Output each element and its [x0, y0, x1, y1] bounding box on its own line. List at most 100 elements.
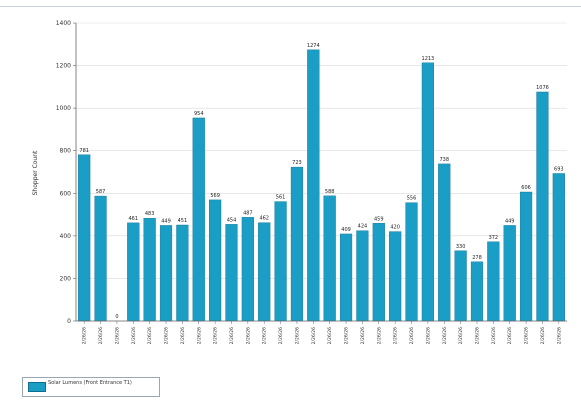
x-tick-label-10: 2/26/26: [245, 327, 251, 344]
bar-value-label-5: 449: [161, 218, 171, 224]
x-tick-label-1: 2/26/26: [98, 327, 104, 344]
bar-value-label-1: 587: [96, 189, 106, 195]
x-tick-label-2: 2/26/26: [114, 327, 120, 344]
bars: [78, 49, 565, 322]
bar-value-label-25: 372: [489, 235, 499, 241]
bar-value-label-0: 781: [79, 148, 89, 154]
bar-3: [127, 222, 140, 322]
bar-20: [405, 202, 418, 322]
bar-value-label-24: 278: [472, 255, 482, 261]
y-axis-title: Shopper Count: [32, 150, 39, 195]
bar-value-label-4: 483: [145, 211, 155, 217]
bar-24: [470, 261, 484, 322]
bar-12: [274, 201, 287, 322]
bar-value-label-16: 409: [341, 227, 351, 233]
bar-29: [552, 173, 565, 322]
x-tick-label-28: 2/26/26: [540, 327, 546, 344]
x-tick-label-24: 2/26/26: [474, 327, 480, 344]
grid-layer: [76, 22, 567, 322]
bar-4: [143, 217, 156, 322]
x-tick-label-6: 2/26/26: [180, 327, 186, 344]
bar-value-labels: 781 587 0 461 483 449 451 954 569 454 487 462 561 723…: [79, 43, 563, 320]
bar-value-label-18: 459: [374, 216, 384, 222]
bar-9: [225, 224, 238, 322]
bar-value-label-9: 454: [227, 217, 237, 223]
y-tick-label-2: 400: [60, 233, 72, 240]
x-tick-label-19: 2/26/26: [393, 327, 399, 344]
bar-26: [503, 225, 516, 322]
bar-8: [209, 199, 222, 322]
bar-15: [323, 195, 336, 322]
bar-value-label-22: 738: [439, 157, 449, 163]
bar-10: [241, 217, 254, 322]
y-tick-label-7: 1400: [56, 20, 71, 27]
bar-value-label-27: 606: [521, 185, 531, 191]
x-tick-label-4: 2/26/26: [147, 327, 153, 344]
bar-value-label-7: 954: [194, 111, 204, 117]
bar-7: [192, 117, 205, 322]
bar-28: [536, 91, 549, 322]
bar-25: [487, 241, 500, 322]
bar-value-label-29: 693: [554, 166, 564, 172]
x-tick-label-27: 2/26/26: [524, 327, 530, 344]
x-tick-label-0: 2/26/26: [82, 327, 88, 344]
y-tick-label-0: 0: [67, 318, 71, 325]
x-tick-label-11: 2/26/26: [262, 327, 268, 344]
y-tick-label-1: 200: [60, 275, 72, 282]
bar-16: [339, 233, 353, 322]
x-tick-label-3: 2/26/26: [131, 327, 137, 344]
chart-frame: 0 200 400 600 800 1000 1200 1400 781 587 0 461 483 4…: [0, 6, 581, 401]
bar-6: [176, 224, 189, 322]
x-tick-label-13: 2/26/26: [294, 327, 300, 344]
x-tick-label-20: 2/26/26: [409, 327, 415, 344]
bar-11: [258, 222, 271, 322]
bar-23: [454, 250, 467, 322]
y-axis-ticks: 0 200 400 600 800 1000 1200 1400: [56, 20, 76, 325]
bar-value-label-14: 1274: [307, 43, 320, 49]
bar-19: [389, 231, 402, 322]
x-tick-label-5: 2/26/26: [164, 327, 170, 344]
bar-1: [94, 195, 107, 322]
bar-21: [421, 62, 434, 322]
bar-value-label-3: 461: [129, 216, 139, 222]
x-tick-label-15: 2/26/26: [327, 327, 333, 344]
chart-legend: Solar Lumens (Front Entrance T1): [22, 377, 160, 397]
y-tick-label-6: 1200: [56, 63, 71, 70]
bar-5: [159, 225, 173, 322]
x-tick-label-21: 2/26/26: [425, 327, 431, 344]
bar-17: [356, 230, 369, 322]
x-tick-label-23: 2/26/26: [458, 327, 464, 344]
bar-value-label-21: 1213: [422, 56, 435, 62]
bar-value-label-20: 556: [407, 196, 417, 202]
bar-value-label-26: 449: [505, 218, 515, 224]
y-tick-label-3: 600: [60, 190, 72, 197]
legend-swatch: [28, 382, 46, 392]
bar-value-label-10: 487: [243, 210, 253, 216]
x-tick-label-16: 2/26/26: [344, 327, 350, 344]
x-tick-label-26: 2/26/26: [507, 327, 513, 344]
bar-value-label-8: 569: [210, 193, 220, 199]
x-tick-label-14: 2/26/26: [311, 327, 317, 344]
x-tick-label-25: 2/26/26: [491, 327, 497, 344]
x-tick-label-18: 2/26/26: [376, 327, 382, 344]
bar-value-label-19: 420: [390, 225, 400, 231]
x-tick-label-29: 2/26/26: [556, 327, 562, 344]
x-tick-label-8: 2/26/26: [213, 327, 219, 344]
bar-13: [290, 166, 304, 322]
bar-value-label-6: 451: [178, 218, 188, 224]
x-tick-label-12: 2/26/26: [278, 327, 284, 344]
x-axis-ticks: 2/26/26 2/26/26 2/26/26 2/26/26 2/26/26 2/26/…: [82, 321, 562, 344]
y-tick-label-4: 800: [60, 148, 72, 155]
bar-27: [519, 191, 533, 322]
bar-22: [438, 163, 451, 322]
x-tick-label-22: 2/26/26: [442, 327, 448, 344]
x-tick-label-9: 2/26/26: [229, 327, 235, 344]
legend-label: Solar Lumens (Front Entrance T1): [48, 380, 132, 386]
bar-value-label-12: 561: [276, 195, 286, 201]
bar-14: [307, 49, 320, 322]
bar-chart: 0 200 400 600 800 1000 1200 1400 781 587 0 461 483 4…: [32, 20, 567, 344]
bar-value-label-17: 424: [358, 224, 368, 230]
bar-value-label-23: 330: [456, 244, 466, 250]
x-tick-label-17: 2/26/26: [360, 327, 366, 344]
bar-0: [78, 154, 91, 322]
